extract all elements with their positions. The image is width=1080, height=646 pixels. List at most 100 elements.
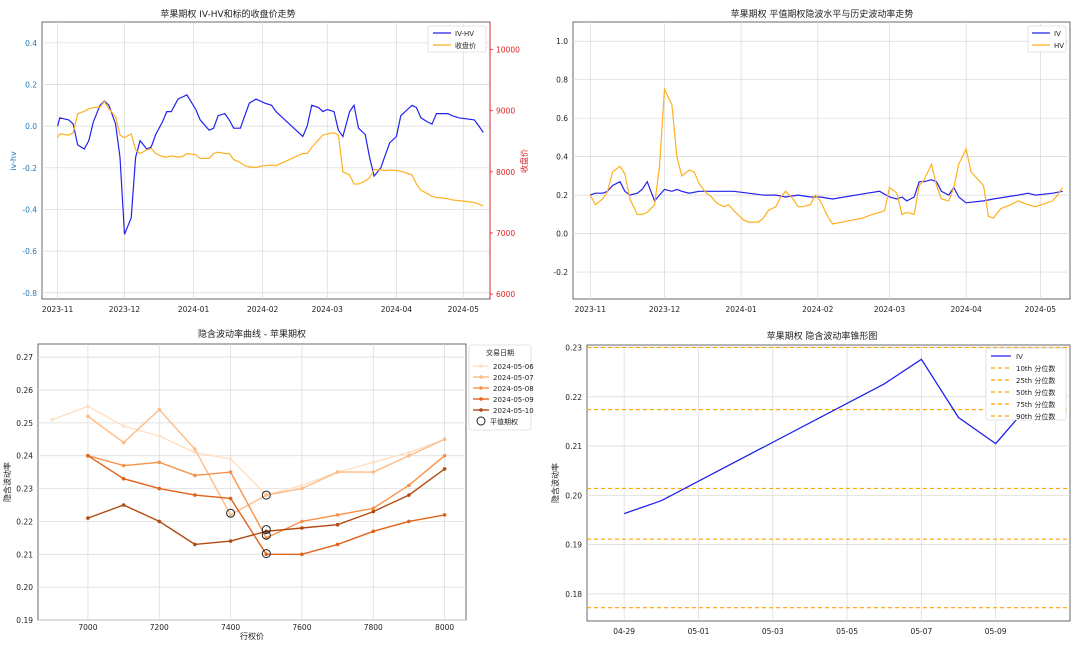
chart1-x-tick-label: 2024-04	[381, 305, 413, 314]
chart3-smile-point	[193, 542, 197, 547]
chart3-y-tick-label: 0.26	[16, 386, 33, 395]
chart2-x-tick-label: 2024-02	[802, 305, 834, 314]
chart3-legend-date: 2024-05-07	[493, 374, 534, 382]
chart2-y-tick-label: 0.0	[556, 230, 568, 239]
chart2-x-tick-label: 2024-05	[1025, 305, 1057, 314]
chart1-y-tick-label: 0.2	[25, 80, 37, 89]
chart4-y-tick-label: 0.22	[565, 393, 582, 402]
chart3-smile-point	[228, 496, 233, 501]
chart3-ylabel: 隐含波动率	[2, 462, 12, 502]
chart2-title: 苹果期权 平值期权隐波水平与历史波动率走势	[731, 8, 914, 20]
chart4-legend-items: IV 10th 分位数 25th 分位数 50th 分位数 75th 分位数 90th 分…	[991, 353, 1055, 421]
chart2-legend-iv: IV	[1054, 30, 1061, 38]
chart2-x-tick-label: 2024-01	[725, 305, 757, 314]
chart4-x-tick-label: 04-29	[613, 627, 635, 636]
chart3-smile-point	[407, 519, 411, 524]
chart3-legend-date: 2024-05-09	[493, 396, 534, 404]
chart3-smile-point	[121, 476, 126, 481]
chart1-x-tick-label: 2023-11	[42, 305, 74, 314]
chart2-x-tick-label: 2023-12	[649, 305, 681, 314]
chart3-smile-point	[264, 552, 269, 557]
chart3-smile-point	[335, 513, 340, 517]
chart3-legend-swatch-dot	[479, 375, 483, 379]
chart3-x-tick-label: 7000	[78, 623, 97, 632]
chart4-ylabel: 隐含波动率	[550, 463, 560, 503]
chart3-x-tick-label: 8000	[435, 623, 454, 632]
chart3-smile-line	[52, 405, 445, 496]
chart2-iv-line	[590, 179, 1063, 204]
chart3-smile-point	[335, 522, 340, 527]
chart3-y-tick-label: 0.19	[16, 616, 33, 625]
chart1-y2-tick-label: 6000	[496, 290, 515, 299]
chart1-left-ylabel: iv-hv	[9, 151, 18, 171]
chart3-smile-point	[407, 450, 411, 455]
chart3-legend-swatch-dot	[479, 408, 483, 412]
chart4-legend: IV 10th 分位数 25th 分位数 50th 分位数 75th 分位数 90th 分…	[985, 347, 1067, 421]
chart3-grid	[38, 344, 466, 621]
chart1-ivhv-line	[57, 94, 484, 235]
chart3-legend-swatch-dot	[479, 397, 483, 401]
chart3-atm-marker	[261, 530, 271, 540]
chart2-y-tick-label: -0.2	[553, 268, 568, 277]
chart1-title: 苹果期权 IV-HV和标的收盘价走势	[160, 8, 295, 20]
chart3-x-tick-label: 7800	[364, 623, 383, 632]
chart3-legend-swatch-dot	[479, 364, 483, 368]
chart3-smile-point	[300, 526, 304, 530]
chart3-series	[50, 404, 447, 559]
chart2-legend: IV HV	[1027, 25, 1067, 53]
chart3-smile-point	[157, 486, 162, 491]
chart2-series	[589, 86, 1064, 225]
chart2-x-tick-label: 2024-04	[950, 305, 982, 314]
chart3-smile-point	[371, 506, 376, 511]
chart2-y-tick-label: 0.4	[556, 153, 568, 162]
chart3-smile-point	[228, 470, 233, 474]
chart3-y-tick-label: 0.21	[16, 550, 33, 559]
chart3-legend: 交易日期 2024-05-062024-05-072024-05-082024-…	[468, 344, 534, 431]
chart3-smile-point	[335, 470, 340, 474]
chart3-x-tick-label: 7600	[292, 623, 311, 632]
chart3-legend-atm-marker	[476, 416, 486, 426]
chart2-legend-hv: HV	[1054, 42, 1064, 50]
chart3-smile-point	[193, 447, 197, 451]
chart3-legend-atm: 平值期权	[490, 417, 518, 426]
chart3-smile-point	[371, 460, 376, 465]
chart3-legend-date: 2024-05-06	[493, 363, 534, 371]
chart3-smile-point	[300, 519, 304, 524]
chart3-smile-point	[193, 473, 197, 478]
chart2-hv-line	[589, 86, 1064, 225]
chart3-y-tick-label: 0.23	[16, 485, 33, 494]
chart4-legend-box	[985, 347, 1067, 421]
chart3-smile-point	[228, 539, 233, 543]
chart3-atm-marker	[261, 490, 271, 500]
chart3-legend-items: 2024-05-06 2024-05-07 2024-05-08 2024-05-09…	[473, 363, 534, 415]
chart3-atm-marker	[226, 508, 236, 518]
chart3-smile-point	[86, 404, 90, 409]
chart2-y-tick-label: 0.8	[556, 76, 568, 85]
chart3-x-tick-label: 7400	[221, 623, 240, 632]
chart2-y-tick-label: 0.2	[556, 191, 568, 200]
chart1-y2-tick-label: 7000	[496, 229, 515, 238]
chart3-smile-point	[442, 513, 447, 517]
chart3-smile-point	[407, 453, 411, 458]
chart4-y-tick-label: 0.19	[565, 541, 582, 550]
chart3-y-tick-label: 0.22	[16, 517, 33, 526]
chart3-legend-title: 交易日期	[486, 348, 514, 357]
chart4-x-tick-label: 05-03	[762, 627, 784, 636]
iv-smile-chart: 隐含波动率曲线 - 苹果期权 7000 7200 7400 7600 7800 8000 0…	[2, 328, 534, 641]
chart1-y-tick-label: -0.6	[22, 247, 37, 256]
chart4-legend-percentile: 90th 分位数	[1016, 412, 1055, 421]
chart3-ticks: 7000 7200 7400 7600 7800 8000 0.19 0.20 0.21 0.22…	[16, 353, 454, 632]
chart4-y-tick-label: 0.23	[565, 343, 582, 352]
chart2-plot-frame	[572, 21, 1071, 300]
chart4-y-tick-label: 0.20	[565, 491, 582, 500]
chart1-grid	[42, 22, 490, 299]
iv-hv-price-chart: 苹果期权 IV-HV和标的收盘价走势 2023-11 2023-12 2024-01…	[9, 8, 529, 314]
chart3-smile-point	[157, 407, 162, 412]
chart4-x-tick-label: 05-05	[836, 627, 858, 636]
chart3-xlabel: 行权价	[240, 631, 264, 641]
chart1-x-tick-label: 2024-05	[448, 305, 480, 314]
chart3-smile-point	[407, 483, 411, 488]
chart1-right-ylabel: 收盘价	[519, 149, 529, 173]
chart3-smile-point	[157, 460, 162, 465]
chart4-plot-frame	[586, 344, 1071, 622]
